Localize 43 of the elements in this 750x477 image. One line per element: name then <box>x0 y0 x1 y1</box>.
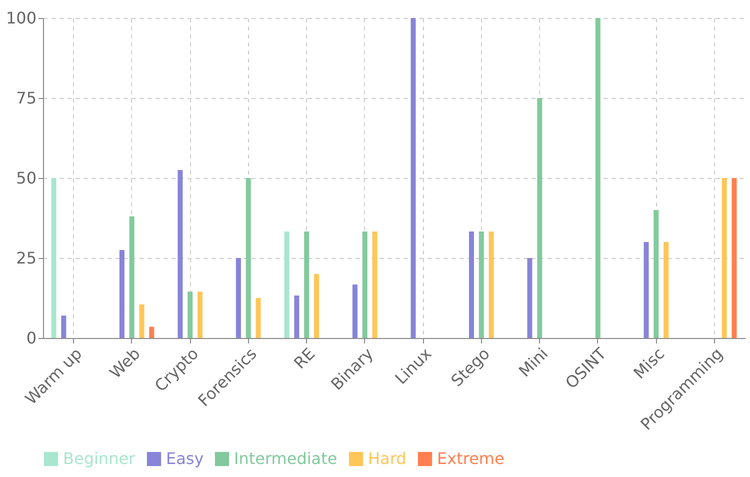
bar <box>722 178 727 338</box>
legend-label: Hard <box>368 449 406 468</box>
bar <box>129 216 134 338</box>
bar <box>314 274 320 338</box>
x-tick-label: RE <box>290 344 319 373</box>
bar <box>664 242 669 338</box>
bar <box>488 231 494 338</box>
bar <box>61 316 66 338</box>
bar <box>294 295 300 338</box>
bar <box>149 326 154 338</box>
bar <box>119 250 124 338</box>
bar <box>732 178 737 338</box>
y-tick-label: 100 <box>6 8 36 28</box>
bar <box>246 178 251 338</box>
bar <box>256 298 261 338</box>
bar <box>362 231 368 338</box>
bar <box>527 258 532 338</box>
bar <box>595 18 600 338</box>
bar <box>478 231 484 338</box>
bar <box>468 231 474 338</box>
bar <box>372 231 378 338</box>
bar <box>139 304 144 338</box>
bar <box>198 292 203 338</box>
legend-label: Easy <box>166 449 204 468</box>
bar <box>284 231 290 338</box>
bar <box>410 18 416 338</box>
bar <box>537 98 542 338</box>
x-tick-label: Web <box>106 344 144 382</box>
legend-label: Extreme <box>437 449 504 468</box>
y-tick-label: 50 <box>16 168 36 188</box>
bar <box>304 231 310 338</box>
bar <box>188 292 193 338</box>
y-tick-label: 0 <box>26 328 36 348</box>
bar <box>644 242 649 338</box>
bar <box>178 170 183 338</box>
y-tick-label: 25 <box>16 248 36 268</box>
bar <box>51 178 56 338</box>
legend-label: Intermediate <box>234 449 338 468</box>
legend-label: Beginner <box>63 449 136 468</box>
y-tick-label: 75 <box>16 88 36 108</box>
bar <box>352 284 358 338</box>
bar <box>236 258 241 338</box>
bar <box>654 210 659 338</box>
